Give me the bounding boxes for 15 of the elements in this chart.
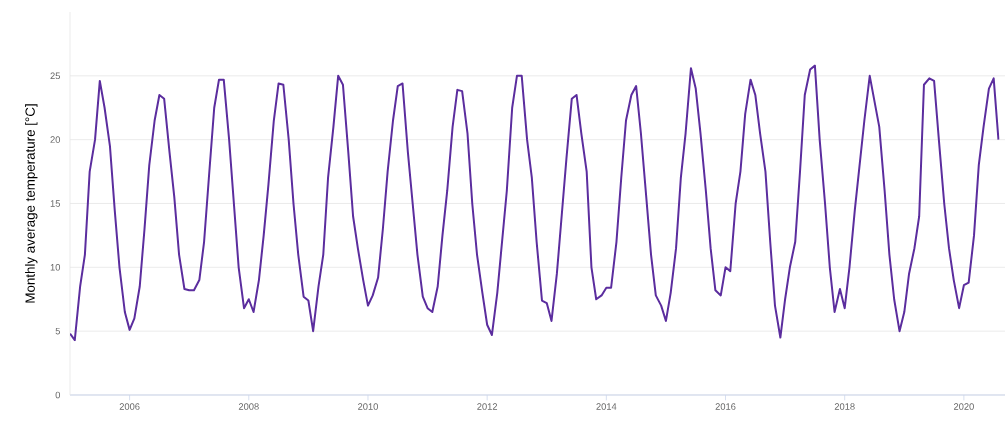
x-tick-label: 2006 <box>119 403 140 410</box>
y-tick-label: 5 <box>55 327 61 335</box>
y-tick-label: 15 <box>50 200 61 207</box>
x-tick-label: 2012 <box>477 403 498 410</box>
y-tick-label: 20 <box>50 136 61 143</box>
x-tick-label: 2016 <box>715 403 736 410</box>
y-axis-title: Monthly average temperature [°C] <box>25 104 38 303</box>
y-tick-label: 0 <box>55 391 61 399</box>
x-tick-label: 2008 <box>238 403 259 410</box>
y-tick-label: 10 <box>50 264 61 271</box>
x-tick-label: 2010 <box>358 403 378 410</box>
x-tick-label: 2014 <box>596 403 617 410</box>
y-tick-label: 25 <box>50 72 61 80</box>
x-tick-label: 2020 <box>953 403 974 410</box>
x-tick-label: 2018 <box>834 403 855 410</box>
